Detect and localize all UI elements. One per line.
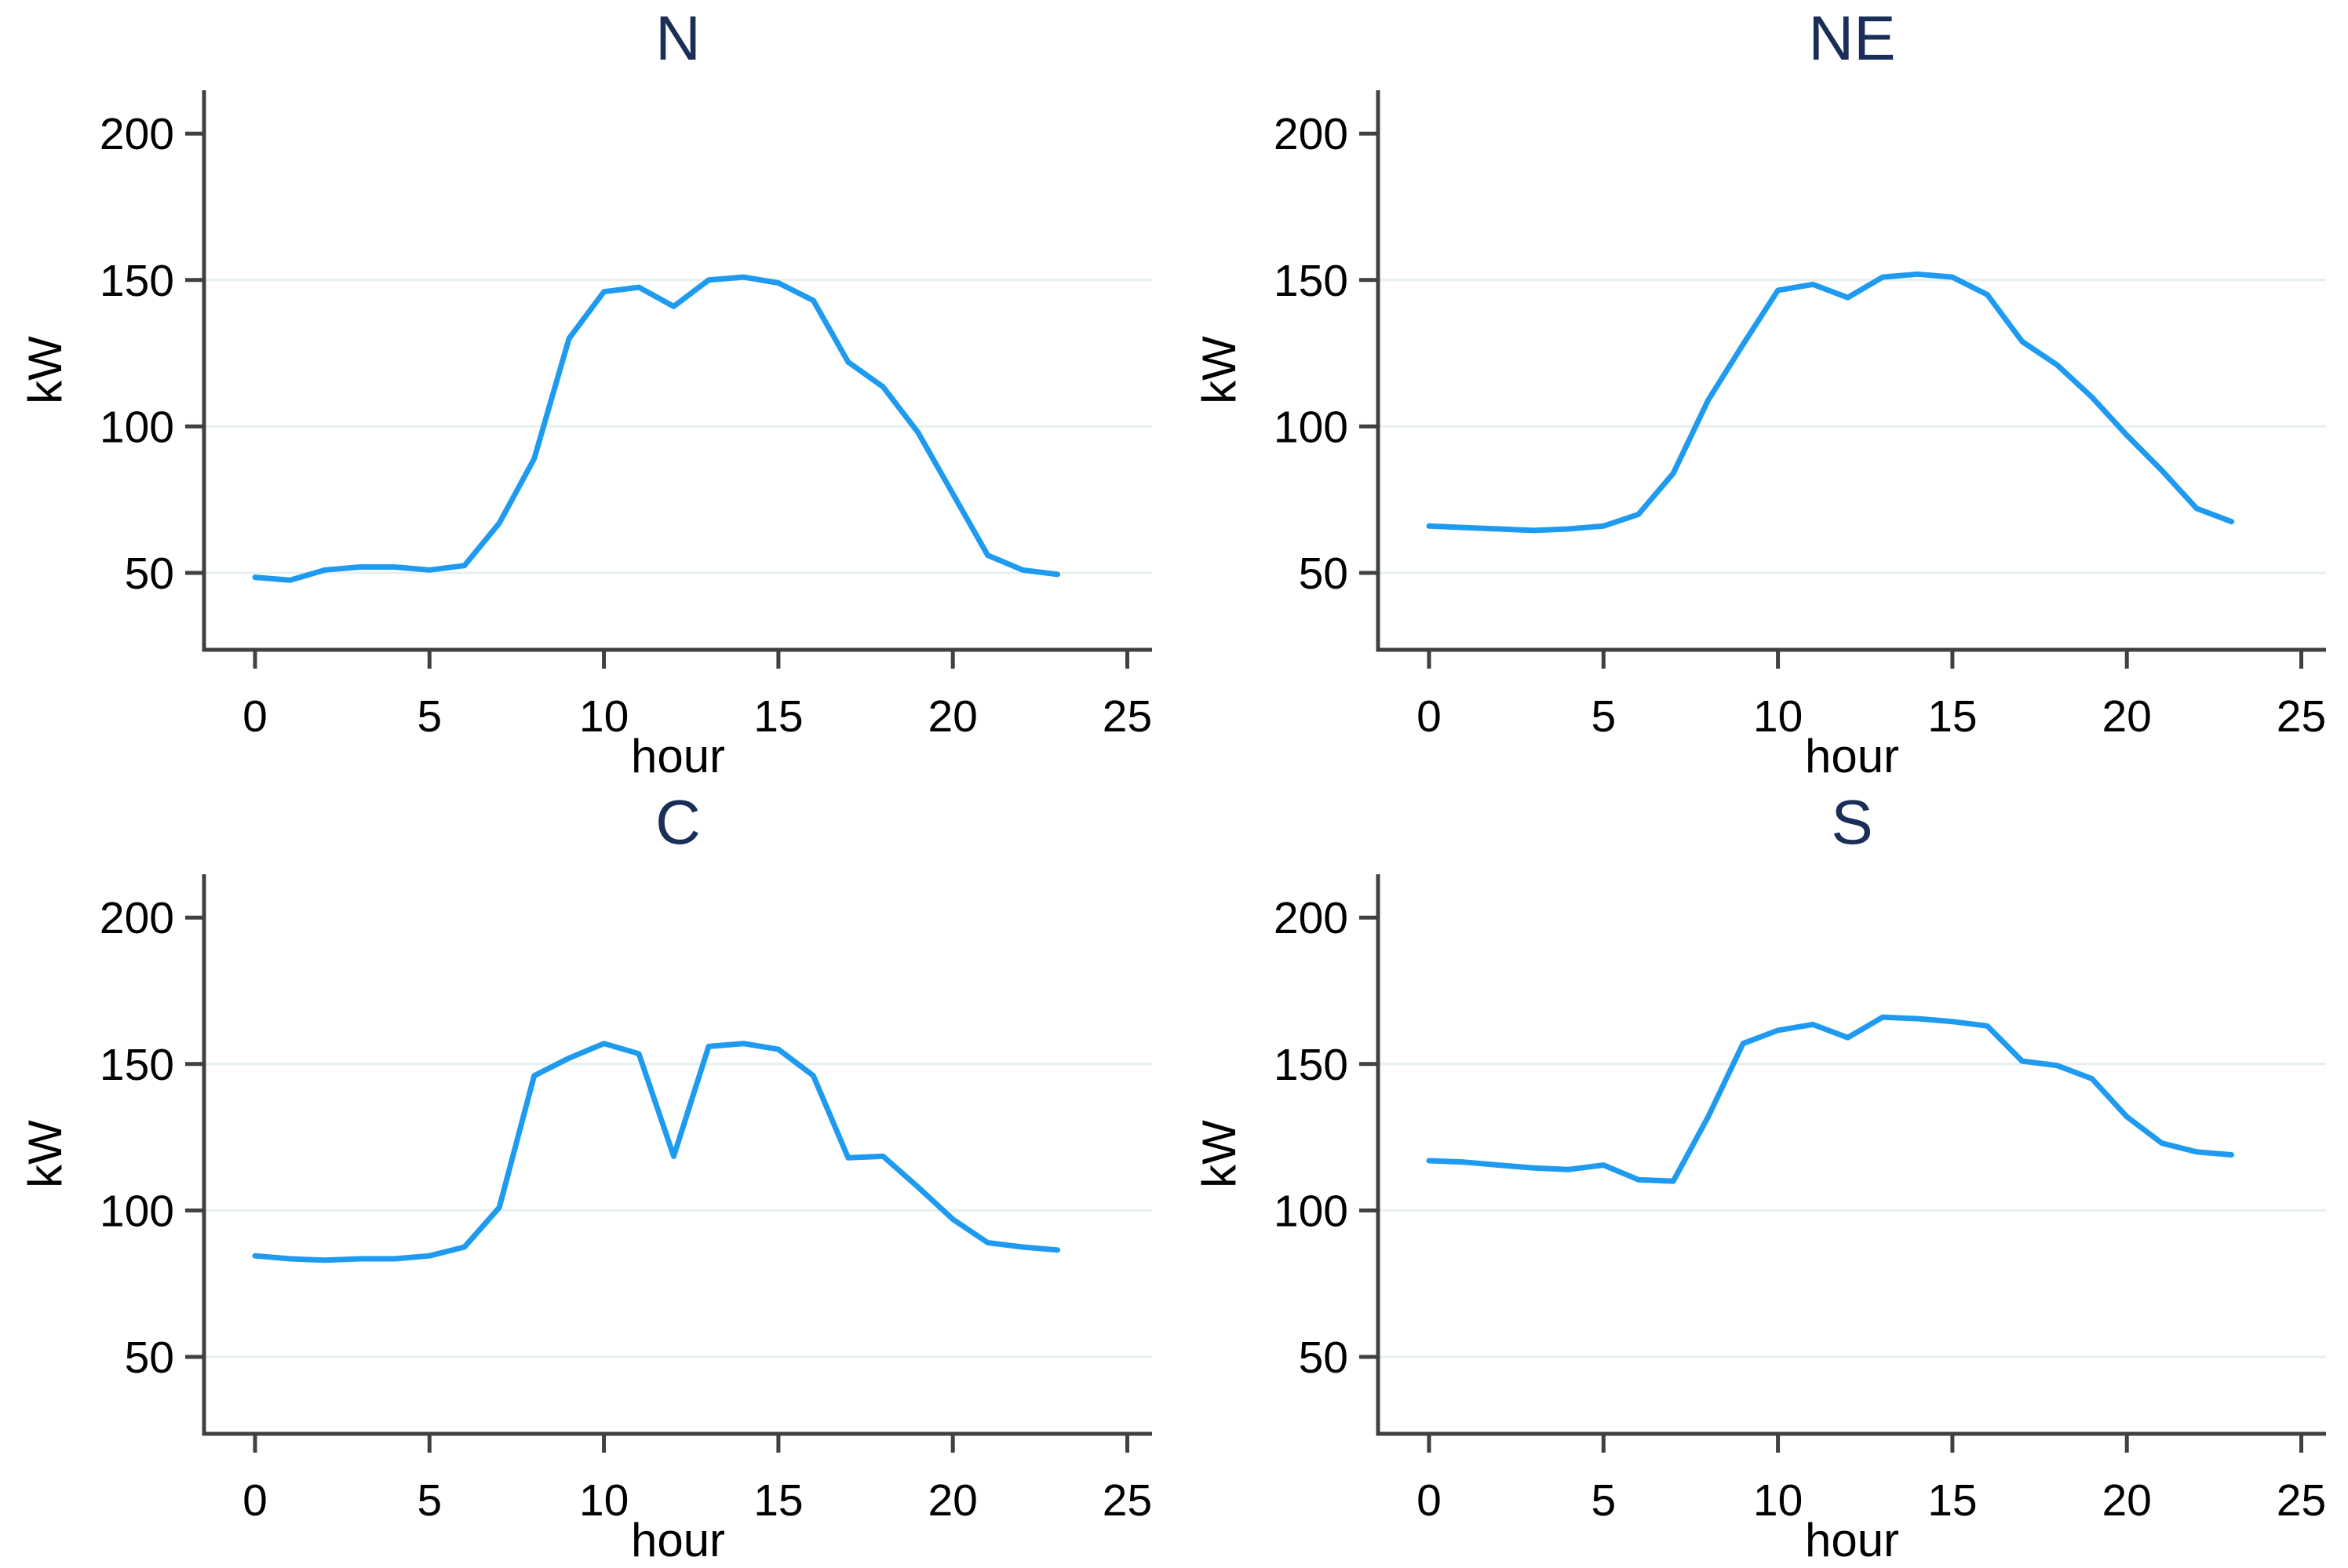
y-tick-label-200: 200 xyxy=(100,893,174,943)
x-tick-label-5: 5 xyxy=(417,691,442,742)
y-tick-label-100: 100 xyxy=(1274,1186,1348,1236)
y-tick-label-200: 200 xyxy=(1274,893,1348,943)
y-axis-label-ne: kW xyxy=(1193,336,1245,404)
y-axis-label-s: kW xyxy=(1193,1120,1245,1188)
x-axis-label-n: hour xyxy=(631,730,725,782)
chart-panel-ne: 50 100 150 200 0 5 10 15 20 25 NE hour kW xyxy=(1174,0,2348,784)
chart-title-c: C xyxy=(655,787,701,857)
y-tick-label-50: 50 xyxy=(125,1333,174,1383)
y-tick-label-50: 50 xyxy=(1299,1333,1348,1383)
x-tick-label-25: 25 xyxy=(1103,1475,1152,1526)
y-axis-label-c: kW xyxy=(19,1120,71,1188)
x-tick-label-15: 15 xyxy=(1927,691,1977,742)
x-tick-label-25: 25 xyxy=(1103,691,1152,742)
y-tick-label-100: 100 xyxy=(100,402,174,452)
chart-title-n: N xyxy=(655,3,701,73)
x-tick-label-25: 25 xyxy=(2277,1475,2326,1526)
chart-ne-plot: 50 100 150 200 0 5 10 15 20 25 NE hour kW xyxy=(1193,3,2326,782)
x-tick-label-0: 0 xyxy=(242,1475,268,1526)
y-tick-label-150: 150 xyxy=(1274,256,1348,306)
x-tick-label-5: 5 xyxy=(1591,1475,1616,1526)
x-axis-label-s: hour xyxy=(1805,1514,1899,1566)
y-axis-label-n: kW xyxy=(19,336,71,404)
x-tick-label-25: 25 xyxy=(2277,691,2326,742)
y-tick-label-100: 100 xyxy=(1274,402,1348,452)
x-axis-label-c: hour xyxy=(631,1514,725,1566)
y-tick-label-150: 150 xyxy=(100,256,174,306)
x-tick-label-20: 20 xyxy=(2102,1475,2151,1526)
y-tick-label-50: 50 xyxy=(125,549,174,599)
x-tick-label-15: 15 xyxy=(753,1475,803,1526)
y-tick-label-200: 200 xyxy=(100,109,174,159)
x-tick-label-10: 10 xyxy=(579,691,629,742)
x-tick-label-20: 20 xyxy=(2102,691,2151,742)
y-tick-label-200: 200 xyxy=(1274,109,1348,159)
x-tick-label-0: 0 xyxy=(1416,1475,1442,1526)
series-line-ne xyxy=(1426,271,2235,534)
x-axis-label-ne: hour xyxy=(1805,730,1899,782)
chart-title-ne: NE xyxy=(1808,3,1895,73)
x-tick-label-15: 15 xyxy=(753,691,803,742)
x-tick-label-10: 10 xyxy=(1753,1475,1803,1526)
x-tick-label-10: 10 xyxy=(579,1475,629,1526)
y-tick-label-150: 150 xyxy=(100,1040,174,1090)
series-line-s xyxy=(1426,1014,2235,1184)
x-tick-label-5: 5 xyxy=(1591,691,1616,742)
y-tick-label-50: 50 xyxy=(1299,549,1348,599)
x-tick-label-10: 10 xyxy=(1753,691,1803,742)
x-tick-label-20: 20 xyxy=(928,691,977,742)
y-tick-label-100: 100 xyxy=(100,1186,174,1236)
x-tick-label-0: 0 xyxy=(1416,691,1442,742)
x-tick-label-5: 5 xyxy=(417,1475,442,1526)
x-tick-label-0: 0 xyxy=(242,691,268,742)
chart-title-s: S xyxy=(1831,787,1872,857)
x-tick-label-20: 20 xyxy=(928,1475,977,1526)
series-line-c xyxy=(252,1041,1061,1264)
series-line-n xyxy=(252,274,1061,583)
x-tick-label-15: 15 xyxy=(1927,1475,1977,1526)
y-tick-label-150: 150 xyxy=(1274,1040,1348,1090)
